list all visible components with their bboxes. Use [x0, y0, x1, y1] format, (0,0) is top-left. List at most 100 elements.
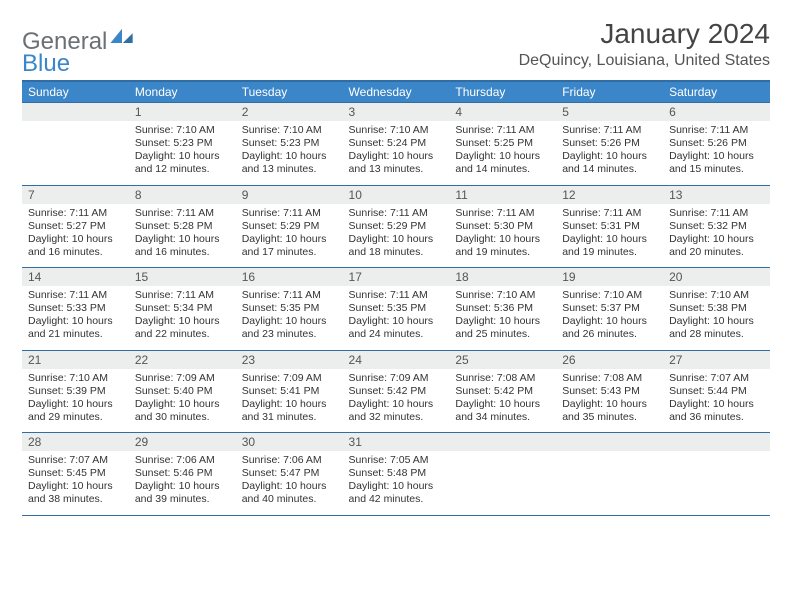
calendar-cell: 21Sunrise: 7:10 AMSunset: 5:39 PMDayligh… — [22, 350, 129, 433]
sunset-text: Sunset: 5:36 PM — [455, 302, 550, 315]
sunset-text: Sunset: 5:35 PM — [242, 302, 337, 315]
calendar-cell: 2Sunrise: 7:10 AMSunset: 5:23 PMDaylight… — [236, 103, 343, 186]
sunset-text: Sunset: 5:25 PM — [455, 137, 550, 150]
daylight-text: Daylight: 10 hours and 29 minutes. — [28, 398, 123, 424]
daylight-text: Daylight: 10 hours and 36 minutes. — [669, 398, 764, 424]
day-body: Sunrise: 7:11 AMSunset: 5:29 PMDaylight:… — [236, 204, 343, 268]
sunset-text: Sunset: 5:47 PM — [242, 467, 337, 480]
daylight-text: Daylight: 10 hours and 39 minutes. — [135, 480, 230, 506]
sunset-text: Sunset: 5:38 PM — [669, 302, 764, 315]
sunrise-text: Sunrise: 7:06 AM — [242, 454, 337, 467]
day-number: 28 — [22, 433, 129, 451]
day-number: 4 — [449, 103, 556, 121]
day-body: Sunrise: 7:10 AMSunset: 5:39 PMDaylight:… — [22, 369, 129, 433]
sunrise-text: Sunrise: 7:06 AM — [135, 454, 230, 467]
calendar-cell: 17Sunrise: 7:11 AMSunset: 5:35 PMDayligh… — [343, 268, 450, 351]
month-title: January 2024 — [519, 18, 770, 50]
day-body-empty — [449, 451, 556, 475]
day-number: 30 — [236, 433, 343, 451]
sunrise-text: Sunrise: 7:10 AM — [349, 124, 444, 137]
daylight-text: Daylight: 10 hours and 18 minutes. — [349, 233, 444, 259]
day-body: Sunrise: 7:11 AMSunset: 5:35 PMDaylight:… — [343, 286, 450, 350]
calendar-cell — [663, 433, 770, 516]
weekday-row: SundayMondayTuesdayWednesdayThursdayFrid… — [22, 81, 770, 103]
location-subtitle: DeQuincy, Louisiana, United States — [519, 52, 770, 70]
calendar-page: GeneralBlue January 2024 DeQuincy, Louis… — [0, 0, 792, 516]
calendar-week-row: 21Sunrise: 7:10 AMSunset: 5:39 PMDayligh… — [22, 350, 770, 433]
daylight-text: Daylight: 10 hours and 26 minutes. — [562, 315, 657, 341]
calendar-cell: 12Sunrise: 7:11 AMSunset: 5:31 PMDayligh… — [556, 185, 663, 268]
calendar-cell: 31Sunrise: 7:05 AMSunset: 5:48 PMDayligh… — [343, 433, 450, 516]
day-number: 8 — [129, 186, 236, 204]
calendar-cell: 7Sunrise: 7:11 AMSunset: 5:27 PMDaylight… — [22, 185, 129, 268]
sunset-text: Sunset: 5:28 PM — [135, 220, 230, 233]
sunset-text: Sunset: 5:42 PM — [349, 385, 444, 398]
day-body: Sunrise: 7:11 AMSunset: 5:26 PMDaylight:… — [663, 121, 770, 185]
day-number: 7 — [22, 186, 129, 204]
daylight-text: Daylight: 10 hours and 31 minutes. — [242, 398, 337, 424]
sunrise-text: Sunrise: 7:11 AM — [562, 207, 657, 220]
weekday-header: Saturday — [663, 81, 770, 103]
daylight-text: Daylight: 10 hours and 17 minutes. — [242, 233, 337, 259]
weekday-header: Wednesday — [343, 81, 450, 103]
day-number: 16 — [236, 268, 343, 286]
calendar-week-row: 28Sunrise: 7:07 AMSunset: 5:45 PMDayligh… — [22, 433, 770, 516]
brand-logo: GeneralBlue — [22, 18, 134, 78]
sunrise-text: Sunrise: 7:07 AM — [28, 454, 123, 467]
day-body: Sunrise: 7:07 AMSunset: 5:45 PMDaylight:… — [22, 451, 129, 515]
brand-part2: Blue — [22, 50, 70, 78]
day-body: Sunrise: 7:11 AMSunset: 5:32 PMDaylight:… — [663, 204, 770, 268]
day-number: 13 — [663, 186, 770, 204]
sunset-text: Sunset: 5:37 PM — [562, 302, 657, 315]
day-number: 20 — [663, 268, 770, 286]
calendar-cell: 11Sunrise: 7:11 AMSunset: 5:30 PMDayligh… — [449, 185, 556, 268]
day-number: 31 — [343, 433, 450, 451]
day-body: Sunrise: 7:11 AMSunset: 5:35 PMDaylight:… — [236, 286, 343, 350]
day-body: Sunrise: 7:11 AMSunset: 5:29 PMDaylight:… — [343, 204, 450, 268]
day-body: Sunrise: 7:11 AMSunset: 5:31 PMDaylight:… — [556, 204, 663, 268]
day-body: Sunrise: 7:06 AMSunset: 5:47 PMDaylight:… — [236, 451, 343, 515]
day-body: Sunrise: 7:09 AMSunset: 5:42 PMDaylight:… — [343, 369, 450, 433]
calendar-cell: 14Sunrise: 7:11 AMSunset: 5:33 PMDayligh… — [22, 268, 129, 351]
daylight-text: Daylight: 10 hours and 25 minutes. — [455, 315, 550, 341]
calendar-cell: 18Sunrise: 7:10 AMSunset: 5:36 PMDayligh… — [449, 268, 556, 351]
daylight-text: Daylight: 10 hours and 13 minutes. — [242, 150, 337, 176]
day-number: 24 — [343, 351, 450, 369]
sunrise-text: Sunrise: 7:11 AM — [349, 207, 444, 220]
calendar-cell: 8Sunrise: 7:11 AMSunset: 5:28 PMDaylight… — [129, 185, 236, 268]
day-body: Sunrise: 7:07 AMSunset: 5:44 PMDaylight:… — [663, 369, 770, 433]
calendar-cell: 19Sunrise: 7:10 AMSunset: 5:37 PMDayligh… — [556, 268, 663, 351]
day-body: Sunrise: 7:11 AMSunset: 5:33 PMDaylight:… — [22, 286, 129, 350]
sunrise-text: Sunrise: 7:11 AM — [135, 207, 230, 220]
calendar-cell — [22, 103, 129, 186]
sunset-text: Sunset: 5:30 PM — [455, 220, 550, 233]
daylight-text: Daylight: 10 hours and 23 minutes. — [242, 315, 337, 341]
sunrise-text: Sunrise: 7:11 AM — [669, 207, 764, 220]
sunrise-text: Sunrise: 7:09 AM — [349, 372, 444, 385]
calendar-cell: 3Sunrise: 7:10 AMSunset: 5:24 PMDaylight… — [343, 103, 450, 186]
day-body-empty — [22, 121, 129, 145]
sunset-text: Sunset: 5:35 PM — [349, 302, 444, 315]
day-body: Sunrise: 7:09 AMSunset: 5:40 PMDaylight:… — [129, 369, 236, 433]
sunrise-text: Sunrise: 7:11 AM — [669, 124, 764, 137]
sunset-text: Sunset: 5:26 PM — [669, 137, 764, 150]
day-number: 11 — [449, 186, 556, 204]
calendar-cell: 20Sunrise: 7:10 AMSunset: 5:38 PMDayligh… — [663, 268, 770, 351]
day-number: 6 — [663, 103, 770, 121]
day-number: 1 — [129, 103, 236, 121]
day-body-empty — [556, 451, 663, 475]
day-number: 9 — [236, 186, 343, 204]
day-number-empty — [556, 433, 663, 451]
day-body: Sunrise: 7:11 AMSunset: 5:26 PMDaylight:… — [556, 121, 663, 185]
day-body: Sunrise: 7:09 AMSunset: 5:41 PMDaylight:… — [236, 369, 343, 433]
daylight-text: Daylight: 10 hours and 13 minutes. — [349, 150, 444, 176]
daylight-text: Daylight: 10 hours and 14 minutes. — [455, 150, 550, 176]
day-body: Sunrise: 7:10 AMSunset: 5:23 PMDaylight:… — [129, 121, 236, 185]
sunrise-text: Sunrise: 7:10 AM — [28, 372, 123, 385]
sunrise-text: Sunrise: 7:05 AM — [349, 454, 444, 467]
day-body: Sunrise: 7:08 AMSunset: 5:42 PMDaylight:… — [449, 369, 556, 433]
day-number: 23 — [236, 351, 343, 369]
daylight-text: Daylight: 10 hours and 21 minutes. — [28, 315, 123, 341]
sunrise-text: Sunrise: 7:11 AM — [455, 207, 550, 220]
sunrise-text: Sunrise: 7:11 AM — [562, 124, 657, 137]
